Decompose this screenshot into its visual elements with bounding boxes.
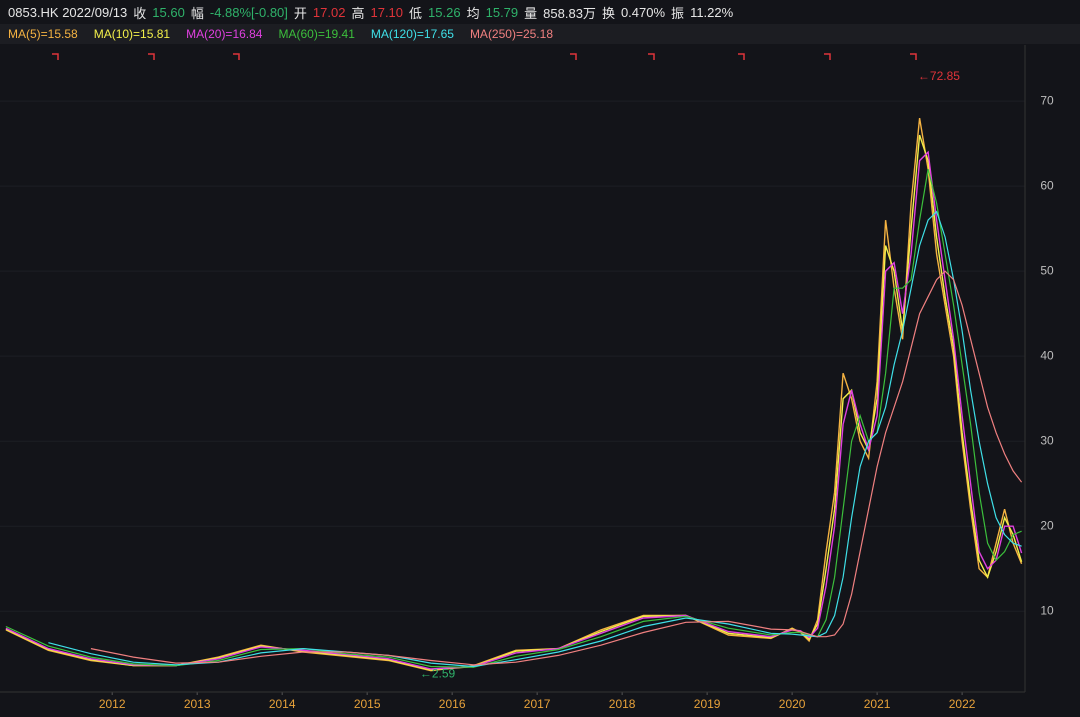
annotation: ←2.59 xyxy=(420,666,456,680)
quote-field: 858.83万 xyxy=(543,5,596,21)
annotation: ←72.85 xyxy=(918,69,960,83)
y-tick-label: 40 xyxy=(1040,348,1054,362)
ma-line xyxy=(90,270,1023,666)
x-tick-label: 2019 xyxy=(694,697,721,711)
quote-field: 振 xyxy=(671,5,685,21)
quote-field: 11.22% xyxy=(690,4,734,20)
y-tick-label: 30 xyxy=(1040,433,1054,447)
x-tick-label: 2021 xyxy=(864,697,891,711)
legend: MA(5)=15.58 MA(10)=15.81 MA(20)=16.84 MA(60… xyxy=(0,24,1080,44)
quote-field: 幅 xyxy=(190,5,204,21)
ma-line xyxy=(5,150,1023,670)
quote-field: 17.10 xyxy=(370,4,404,20)
ma-line xyxy=(5,168,1022,668)
quote-field: 15.26 xyxy=(428,4,461,20)
quote-field: 高 xyxy=(351,5,365,21)
quote-field: 低 xyxy=(409,5,423,21)
x-tick-label: 2015 xyxy=(354,697,381,711)
x-tick-label: 2016 xyxy=(439,697,466,711)
ma-line xyxy=(5,117,1023,672)
ma-line xyxy=(5,134,1023,671)
quote-field: 17.02 xyxy=(312,4,346,20)
legend-entry: MA(250)=25.18 xyxy=(469,27,553,41)
quote-header: 0853.HK 2022/09/13 收 15.60 幅 -4.88%[-0.80] 开 1… xyxy=(0,0,1080,24)
quote-field: 15.60 xyxy=(152,4,185,20)
y-tick-label: 20 xyxy=(1040,518,1054,532)
y-tick-label: 10 xyxy=(1040,603,1054,617)
legend-entry: MA(60)=19.41 xyxy=(278,27,355,41)
y-tick-label: 50 xyxy=(1040,263,1054,277)
x-tick-label: 2022 xyxy=(949,697,976,711)
legend-entry: MA(5)=15.58 xyxy=(8,27,78,41)
quote-field: 均 xyxy=(466,5,480,21)
x-tick-label: 2018 xyxy=(609,697,636,711)
quote-field: 换 xyxy=(601,5,615,21)
quote-field: 收 xyxy=(133,5,147,21)
y-tick-label: 70 xyxy=(1040,93,1054,107)
quote-field: 0.470% xyxy=(620,4,666,20)
ma-line xyxy=(48,210,1022,668)
x-tick-label: 2013 xyxy=(184,697,211,711)
x-tick-label: 2014 xyxy=(269,697,296,711)
x-tick-label: 2012 xyxy=(99,697,126,711)
quote-field: 开 xyxy=(293,5,307,21)
period-markers xyxy=(52,53,917,60)
quote-field: 0853.HK 2022/09/13 xyxy=(8,4,128,20)
legend-entry: MA(10)=15.81 xyxy=(93,27,171,41)
y-tick-label: 60 xyxy=(1040,178,1054,192)
legend-entry: MA(120)=17.65 xyxy=(370,27,454,41)
quote-field: -4.88%[-0.80] xyxy=(209,4,288,20)
x-tick-label: 2020 xyxy=(779,697,806,711)
quote-field: 15.79 xyxy=(485,4,519,20)
x-tick-label: 2017 xyxy=(524,697,551,711)
quote-field: 量 xyxy=(524,5,538,21)
legend-entry: MA(20)=16.84 xyxy=(186,27,263,41)
